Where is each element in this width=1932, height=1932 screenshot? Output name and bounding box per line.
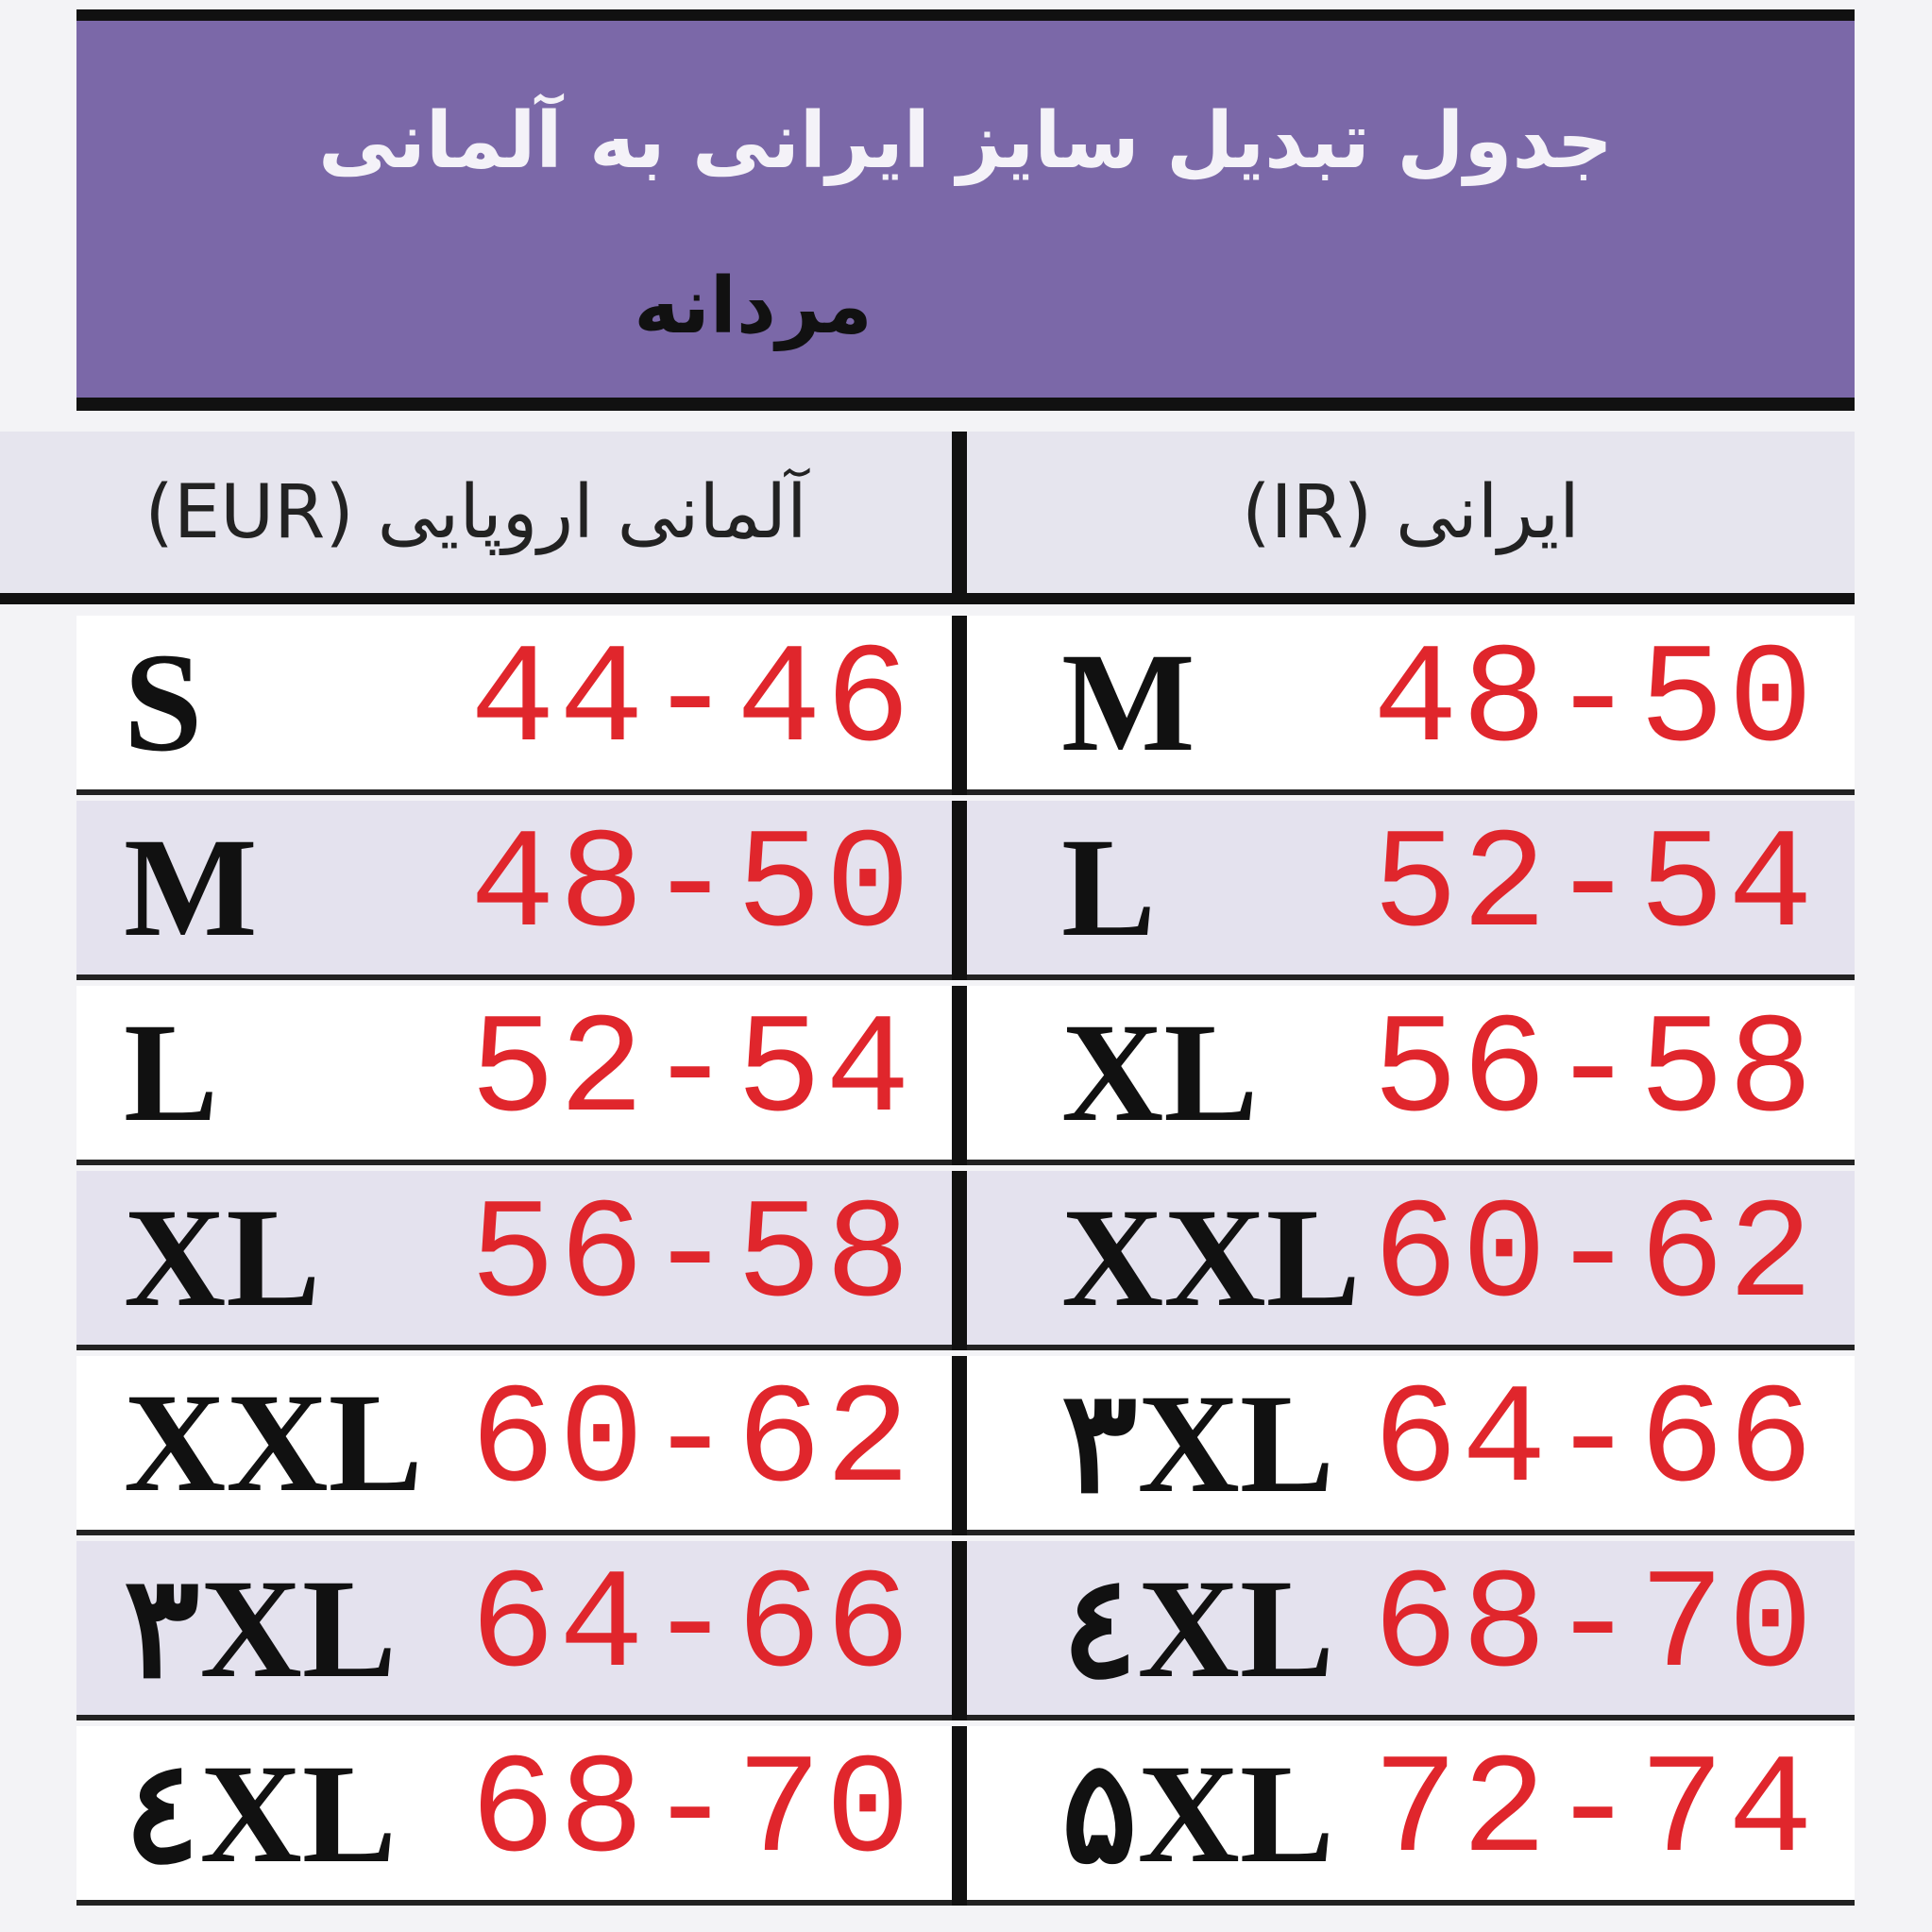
size-label: S [124,624,203,781]
size-label: ٤XL [124,1736,397,1892]
size-label: ۳XL [1061,1365,1334,1522]
size-label: L [1061,809,1157,966]
column-divider [952,616,967,795]
size-range: 68-70 [1372,1548,1817,1708]
title: جدول تبدیل سایز ایرانی به آلمانی [318,96,1613,186]
size-label: ٤XL [1061,1551,1334,1707]
column-header: آلمانی اروپایی (EUR) [0,432,952,604]
size-label: XL [1061,994,1259,1151]
size-range: 64-66 [469,1548,914,1708]
table-cell: XL 56-58 [76,1171,952,1350]
size-label: M [1061,624,1195,781]
table-cell: M 48-50 [76,801,952,980]
column-divider [952,1171,967,1350]
size-range: 56-58 [1372,992,1817,1153]
table-cell: M 48-50 [967,616,1855,795]
column-divider [952,432,967,604]
table-cell: ۵XL 72-74 [967,1726,1855,1906]
size-range: 68-70 [469,1733,914,1893]
subtitle: مردانه [634,262,873,351]
size-range: 48-50 [1372,622,1817,783]
table-cell: XL 56-58 [967,986,1855,1165]
column-divider [952,1356,967,1535]
table-cell: XXL 60-62 [76,1356,952,1535]
size-label: XL [124,1179,321,1336]
table-cell: ۳XL 64-66 [76,1541,952,1720]
size-range: 52-54 [469,992,914,1153]
size-label: ۵XL [1061,1736,1334,1892]
size-range: 44-46 [469,622,914,783]
table-cell: ٤XL 68-70 [967,1541,1855,1720]
size-range: 60-62 [1372,1178,1817,1338]
size-range: 48-50 [469,807,914,968]
table-cell: L 52-54 [967,801,1855,980]
column-divider [952,1541,967,1720]
header: جدول تبدیل سایز ایرانی به آلمانی مردانه [76,9,1855,411]
table-cell: XXL 60-62 [967,1171,1855,1350]
column-divider [952,801,967,980]
column-header: ایرانی (IR) [967,432,1855,604]
table-cell: L 52-54 [76,986,952,1165]
size-range: 72-74 [1372,1733,1817,1893]
column-divider [952,1726,967,1906]
table-cell: S 44-46 [76,616,952,795]
size-range: 52-54 [1372,807,1817,968]
table-cell: ۳XL 64-66 [967,1356,1855,1535]
size-range: 60-62 [469,1363,914,1523]
column-divider [952,986,967,1165]
size-label: ۳XL [124,1551,397,1707]
size-label: XXL [1061,1179,1361,1336]
size-label: XXL [124,1364,423,1521]
size-label: M [124,809,258,966]
size-range: 64-66 [1372,1363,1817,1523]
table-cell: ٤XL 68-70 [76,1726,952,1906]
size-range: 56-58 [469,1178,914,1338]
size-label: L [124,994,219,1151]
